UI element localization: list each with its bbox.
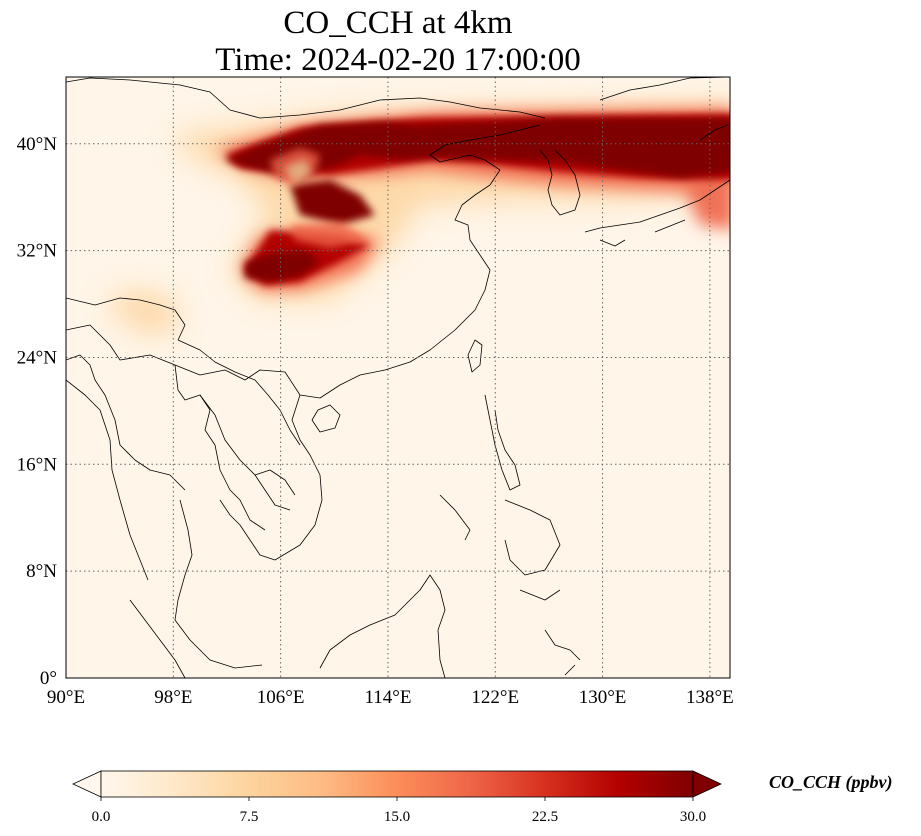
- latitude-tick-label: 0°: [40, 668, 57, 689]
- longitude-tick-label: 122°E: [471, 687, 519, 708]
- coastline-taiwan: [467, 339, 483, 373]
- latitude-tick-label: 16°N: [17, 454, 58, 475]
- latitude-tick-label: 24°N: [17, 347, 58, 368]
- coastline-china: [66, 124, 541, 399]
- longitude-tick-labels: 90°E 98°E 106°E 114°E 122°E 130°E 138°E: [47, 687, 734, 708]
- colorbar-tick-label: 30.0: [680, 809, 706, 825]
- colorbar-label: CO_CCH (ppbv): [769, 772, 893, 793]
- coastline-borneo: [319, 574, 446, 678]
- map-frame: [65, 76, 731, 679]
- longitude-tick-label: 98°E: [154, 687, 192, 708]
- longitude-tick-label: 138°E: [686, 687, 734, 708]
- map-panel[interactable]: 90°E 98°E 106°E 114°E 122°E 130°E 138°E 0° 8°N 1…: [17, 76, 735, 708]
- longitude-tick-label: 114°E: [364, 687, 411, 708]
- border-indochina-internal: [199, 394, 296, 531]
- plume-high-level: [225, 118, 730, 282]
- coastline-korea: [539, 149, 581, 216]
- coastlines-and-borders: [66, 77, 730, 678]
- coastline-japan: [584, 124, 730, 247]
- longitude-tick-label: 106°E: [257, 687, 305, 708]
- coastline-hainan: [311, 404, 341, 433]
- colorbar-ticks: 0.0 7.5 15.0 22.5 30.0: [92, 797, 706, 825]
- colorbar: 0.0 7.5 15.0 22.5 30.0 CO_CCH (ppbv): [72, 770, 893, 825]
- latitude-tick-label: 40°N: [17, 134, 58, 155]
- longitude-tick-label: 90°E: [47, 687, 85, 708]
- colorbar-extend-max: [692, 770, 722, 798]
- latitude-tick-label: 8°N: [26, 561, 57, 582]
- coastline-indochina: [66, 379, 323, 669]
- latitude-tick-label: 32°N: [17, 241, 58, 262]
- colorbar-tick-label: 22.5: [532, 809, 558, 825]
- latitude-tick-labels: 0° 8°N 16°N 24°N 32°N 40°N: [17, 134, 58, 689]
- coastline-sulawesi: [544, 629, 581, 676]
- colorbar-tick-label: 15.0: [384, 809, 410, 825]
- longitude-tick-label: 130°E: [579, 687, 627, 708]
- colorbar-tick-label: 7.5: [240, 809, 259, 825]
- border-mongolia: [66, 77, 730, 119]
- coastline-sumatra: [129, 599, 186, 678]
- plume-gaps: [270, 148, 370, 248]
- border-india-myanmar: [66, 354, 186, 491]
- map-gridlines: [66, 77, 730, 678]
- coastline-philippines: [439, 394, 561, 601]
- border-china-neighbors: [66, 297, 301, 446]
- colorbar-tick-label: 0.0: [92, 809, 111, 825]
- map-title: CO_CCH at 4km: [283, 5, 513, 41]
- colorbar-extend-min: [72, 770, 102, 798]
- map-time-subtitle: Time: 2024-02-20 17:00:00: [215, 42, 581, 78]
- colorbar-body: [100, 770, 694, 798]
